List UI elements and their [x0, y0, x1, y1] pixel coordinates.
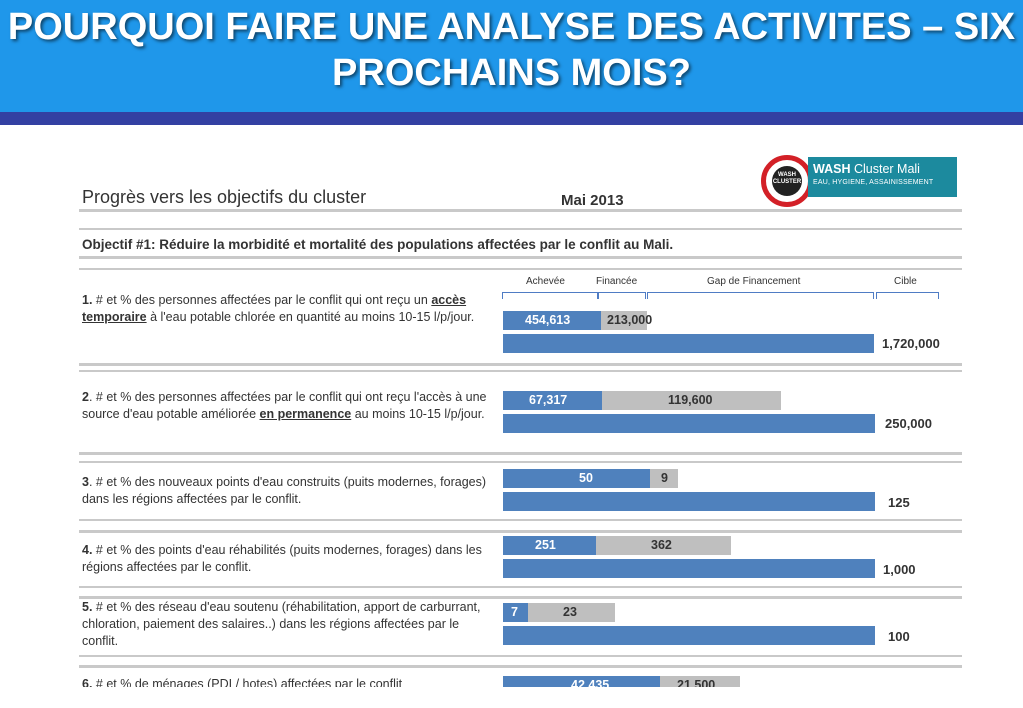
indicator-3-target-label: 125 [888, 495, 910, 510]
indicator-1-target-bar [503, 334, 874, 353]
indicator-3-text: 3. # et % des nouveaux points d'eau cons… [82, 474, 494, 508]
logo-name-rest: Cluster Mali [850, 162, 920, 176]
column-header-funded: Financée [596, 276, 638, 287]
indicator-text: . # et % des personnes affectées par le … [82, 390, 487, 421]
divider [79, 452, 962, 455]
indicator-text: . # et % des nouveaux points d'eau const… [82, 475, 487, 506]
indicator-5-target-bar [503, 626, 875, 645]
logo-subtitle: EAU, HYGIENE, ASSAINISSEMENT [813, 179, 934, 186]
indicator-text: # et % des points d'eau réhabilités (pui… [82, 543, 482, 574]
indicator-text: # et % de ménages (PDI / hotes) affectée… [92, 677, 403, 687]
indicator-5-funded-bar [528, 603, 615, 622]
indicator-2-funded-label: 119,600 [668, 393, 713, 407]
indicator-3-achieved-bar [503, 469, 650, 488]
indicator-5-target-label: 100 [888, 629, 910, 644]
indicator-1-funded-label: 213,000 [607, 313, 653, 327]
divider [79, 586, 962, 588]
divider [79, 530, 962, 533]
objective-text: Objectif #1: Réduire la morbidité et mor… [82, 237, 674, 252]
indicator-number: 2 [82, 390, 89, 404]
indicator-emphasis: accès temporaire [82, 293, 467, 324]
slide-banner: POURQUOI FAIRE UNE ANALYSE DES ACTIVITES… [0, 0, 1023, 112]
indicator-number: 1. [82, 293, 93, 307]
indicator-1-target-label: 1,720,000 [882, 336, 940, 351]
logo-banner: WASH Cluster Mali EAU, HYGIENE, ASSAINIS… [808, 157, 957, 197]
column-header-target: Cible [894, 276, 917, 287]
indicator-5-achieved-label: 7 [511, 605, 518, 619]
brace-achieved [502, 292, 598, 299]
indicator-number: 5. [82, 600, 93, 614]
indicator-4-achieved-label: 251 [535, 538, 556, 552]
indicator-4-target-bar [503, 559, 875, 578]
indicator-5-text: 5. # et % des réseau d'eau soutenu (réha… [82, 599, 494, 650]
logo-badge: WASH CLUSTER [772, 166, 802, 196]
divider [79, 268, 962, 270]
indicator-2-achieved-bar [503, 391, 602, 410]
indicator-4-achieved-bar [503, 536, 596, 555]
report-title: Progrès vers les objectifs du cluster [82, 187, 367, 207]
indicator-2-funded-bar [602, 391, 781, 410]
report-date: Mai 2013 [561, 192, 624, 209]
indicator-3-achieved-label: 50 [579, 471, 593, 485]
indicator-4-text: 4. # et % des points d'eau réhabilités (… [82, 542, 494, 576]
indicator-1-achieved-bar [503, 311, 601, 330]
logo-name: WASH Cluster Mali [813, 162, 920, 176]
indicator-2-target-label: 250,000 [885, 416, 932, 431]
divider [79, 370, 962, 372]
indicator-1-funded-bar [601, 311, 647, 330]
indicator-2-target-bar [503, 414, 875, 433]
indicator-4-funded-bar [596, 536, 731, 555]
logo-name-bold: WASH [813, 162, 851, 176]
indicator-3-target-bar [503, 492, 875, 511]
indicator-3-funded-bar [650, 469, 678, 488]
indicator-number: 4. [82, 543, 93, 557]
report-card: WASH CLUSTER WASH Cluster Mali EAU, HYGI… [79, 125, 964, 687]
indicator-2-text: 2. # et % des personnes affectées par le… [82, 389, 494, 423]
indicator-text: # et % des réseau d'eau soutenu (réhabil… [82, 600, 481, 648]
indicator-6-text: 6. # et % de ménages (PDI / hotes) affec… [82, 676, 494, 687]
indicator-5-achieved-bar [503, 603, 528, 622]
wash-cluster-logo-icon: WASH CLUSTER [761, 155, 813, 207]
indicator-2-achieved-label: 67,317 [529, 393, 568, 407]
indicator-4-funded-label: 362 [651, 538, 672, 552]
indicator-number: 3 [82, 475, 89, 489]
indicator-emphasis: en permanence [259, 407, 352, 421]
column-header-achieved: Achevée [526, 276, 565, 287]
divider [79, 655, 962, 657]
divider [79, 363, 962, 366]
indicator-text: à l'eau potable chlorée en quantité au m… [146, 310, 475, 324]
divider [79, 519, 962, 521]
divider [79, 461, 962, 463]
divider [79, 209, 962, 212]
slide-title: POURQUOI FAIRE UNE ANALYSE DES ACTIVITES… [7, 6, 1016, 94]
indicator-4-target-label: 1,000 [883, 562, 916, 577]
indicator-text: au moins 10-15 l/p/jour. [351, 407, 485, 421]
divider [79, 256, 962, 259]
indicator-5-funded-label: 23 [563, 605, 577, 619]
indicator-6-funded-bar [660, 676, 740, 687]
indicator-number: 6. [82, 677, 93, 687]
indicator-6-achieved-bar [503, 676, 660, 687]
indicator-3-funded-label: 9 [661, 471, 668, 485]
divider [79, 596, 962, 599]
indicator-text: # et % des personnes affectées par le co… [92, 293, 432, 307]
column-header-gap: Gap de Financement [707, 276, 801, 287]
brace-gap [647, 292, 874, 299]
indicator-1-text: 1. # et % des personnes affectées par le… [82, 292, 494, 326]
indicator-6-funded-label: 21,500 [677, 678, 716, 687]
brace-target [876, 292, 939, 299]
divider [79, 665, 962, 668]
brace-funded [598, 292, 646, 299]
indicator-6-achieved-label: 42,435 [571, 678, 610, 687]
divider [79, 228, 962, 230]
banner-stripe [0, 112, 1023, 125]
indicator-1-achieved-label: 454,613 [525, 313, 571, 327]
